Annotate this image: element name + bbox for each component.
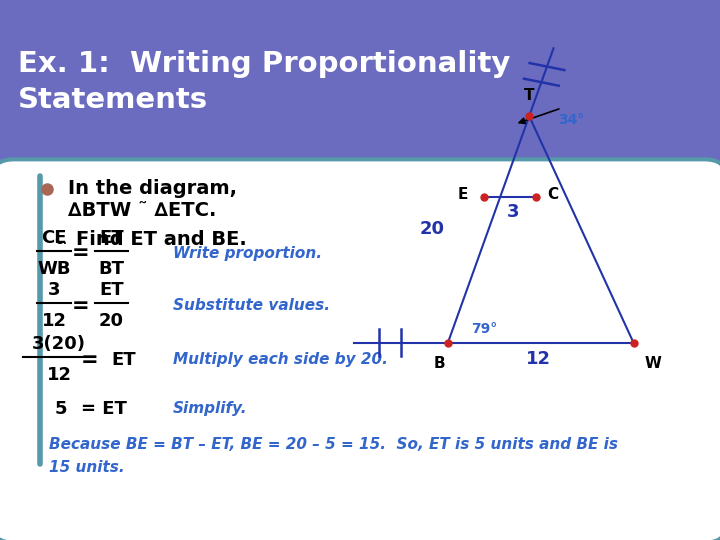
Text: =: = — [72, 295, 89, 316]
Text: 79°: 79° — [472, 322, 498, 336]
Text: c.: c. — [54, 232, 68, 247]
Text: T: T — [524, 87, 534, 103]
Text: Simplify.: Simplify. — [173, 401, 247, 416]
Text: =: = — [72, 243, 89, 264]
Text: Write proportion.: Write proportion. — [173, 246, 322, 261]
Text: CE: CE — [41, 228, 67, 247]
Text: 3: 3 — [506, 202, 519, 221]
Text: W: W — [644, 356, 661, 372]
Text: C: C — [547, 187, 558, 202]
Text: 20: 20 — [420, 220, 444, 239]
FancyBboxPatch shape — [0, 159, 720, 540]
Text: B: B — [433, 356, 445, 372]
Text: Ex. 1:  Writing Proportionality
Statements: Ex. 1: Writing Proportionality Statement… — [18, 51, 510, 114]
Text: ET: ET — [99, 228, 124, 247]
Text: 20: 20 — [99, 312, 124, 330]
Text: 3: 3 — [48, 281, 60, 299]
Text: Multiply each side by 20.: Multiply each side by 20. — [173, 352, 387, 367]
Text: Find ET and BE.: Find ET and BE. — [76, 230, 246, 249]
Text: =: = — [81, 349, 99, 370]
Text: Because BE = BT – ET, BE = 20 – 5 = 15.  So, ET is 5 units and BE is
15 units.: Because BE = BT – ET, BE = 20 – 5 = 15. … — [49, 437, 618, 476]
Text: 5: 5 — [55, 400, 68, 418]
Text: In the diagram,: In the diagram, — [68, 179, 238, 199]
Text: 12: 12 — [526, 350, 551, 368]
Text: BT: BT — [99, 260, 125, 278]
Text: WB: WB — [37, 260, 71, 278]
Text: Substitute values.: Substitute values. — [173, 298, 330, 313]
Text: 12: 12 — [42, 312, 66, 330]
Text: 12: 12 — [47, 366, 71, 384]
Text: ET: ET — [99, 281, 124, 299]
FancyBboxPatch shape — [0, 0, 720, 165]
Text: = ET: = ET — [81, 400, 127, 418]
Text: E: E — [458, 187, 468, 202]
Text: ET: ET — [112, 350, 136, 369]
Text: ∆BTW ˜ ∆ETC.: ∆BTW ˜ ∆ETC. — [68, 201, 217, 220]
Text: 3(20): 3(20) — [32, 335, 86, 353]
Text: 34°: 34° — [558, 113, 585, 127]
